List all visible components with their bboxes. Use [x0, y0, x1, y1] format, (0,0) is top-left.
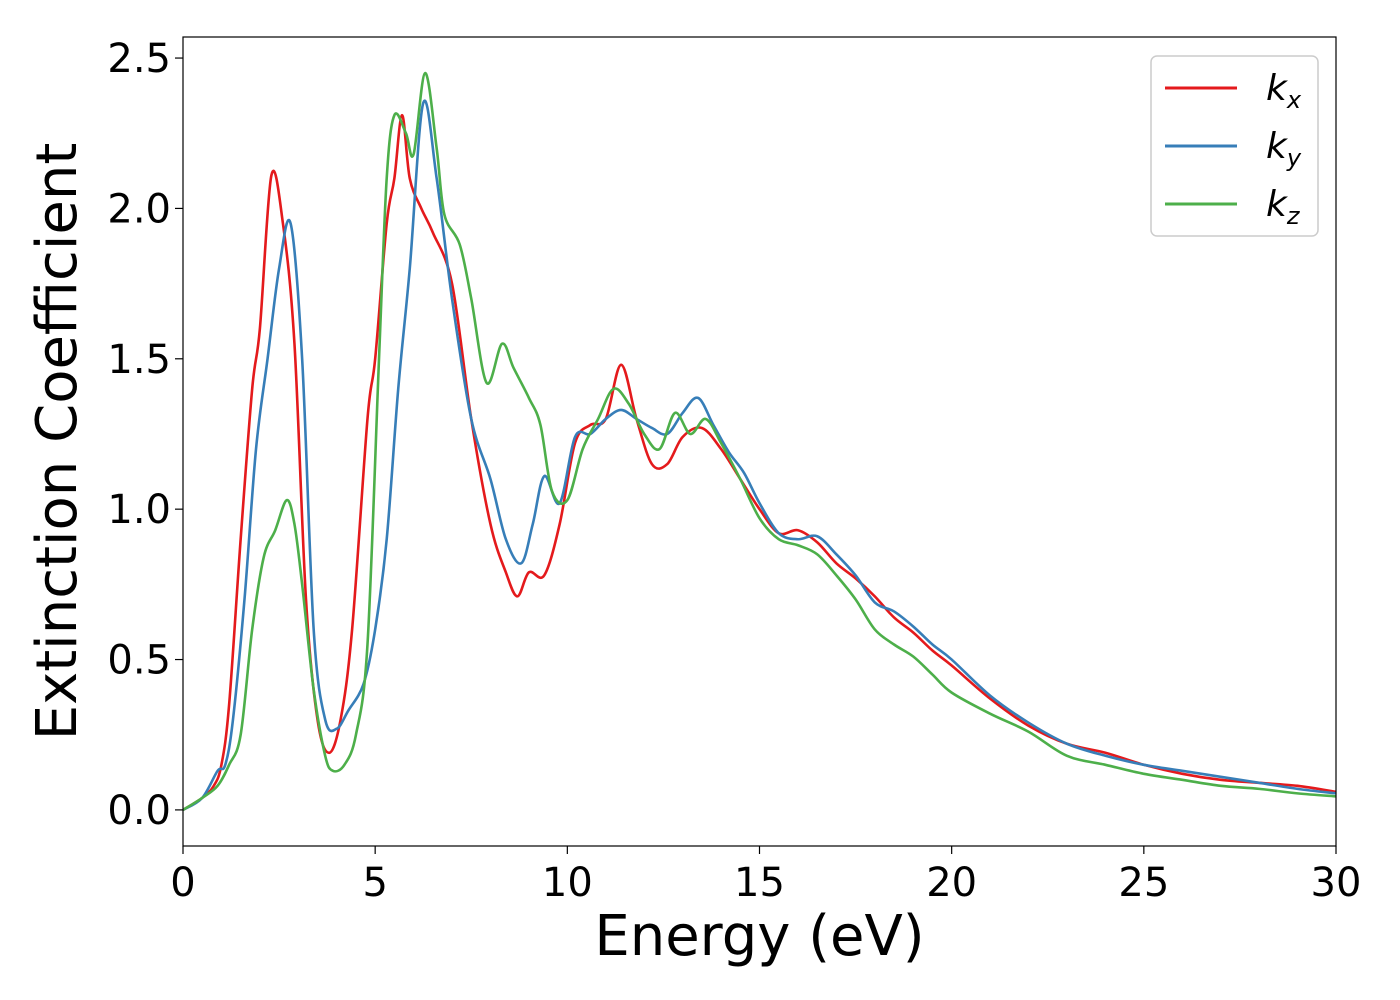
- x-tick-label: 15: [734, 860, 785, 906]
- y-tick-label: 2.5: [107, 36, 171, 82]
- series-layer: [183, 71, 1336, 812]
- legend-label-x: kx: [1266, 68, 1302, 114]
- x-tick-label: 0: [170, 860, 195, 906]
- y-axis-ticks: 0.0 0.5 1.0 1.5 2.0 2.5: [107, 36, 183, 834]
- legend-label-z: kz: [1266, 184, 1301, 230]
- y-tick-label: 1.5: [107, 337, 171, 383]
- x-axis-title: Energy (eV): [594, 904, 924, 969]
- x-axis-ticks: 0 5 10 15 20 25 30: [170, 846, 1361, 906]
- y-axis-title: Extinction Coefficient: [25, 143, 90, 741]
- x-tick-label: 5: [362, 860, 387, 906]
- x-tick-label: 25: [1118, 860, 1169, 906]
- y-tick-label: 0.0: [107, 788, 171, 834]
- plot-frame: [182, 36, 1337, 847]
- y-tick-label: 0.5: [107, 638, 171, 684]
- y-tick-label: 1.0: [107, 487, 171, 533]
- series-line-z: [183, 71, 1336, 812]
- x-tick-label: 10: [542, 860, 593, 906]
- y-tick-label: 2.0: [107, 186, 171, 232]
- x-tick-label: 30: [1311, 860, 1362, 906]
- legend: kx ky kz: [1150, 55, 1319, 237]
- series-line-x: [183, 113, 1336, 812]
- legend-label-y: ky: [1266, 126, 1302, 172]
- x-tick-label: 20: [926, 860, 977, 906]
